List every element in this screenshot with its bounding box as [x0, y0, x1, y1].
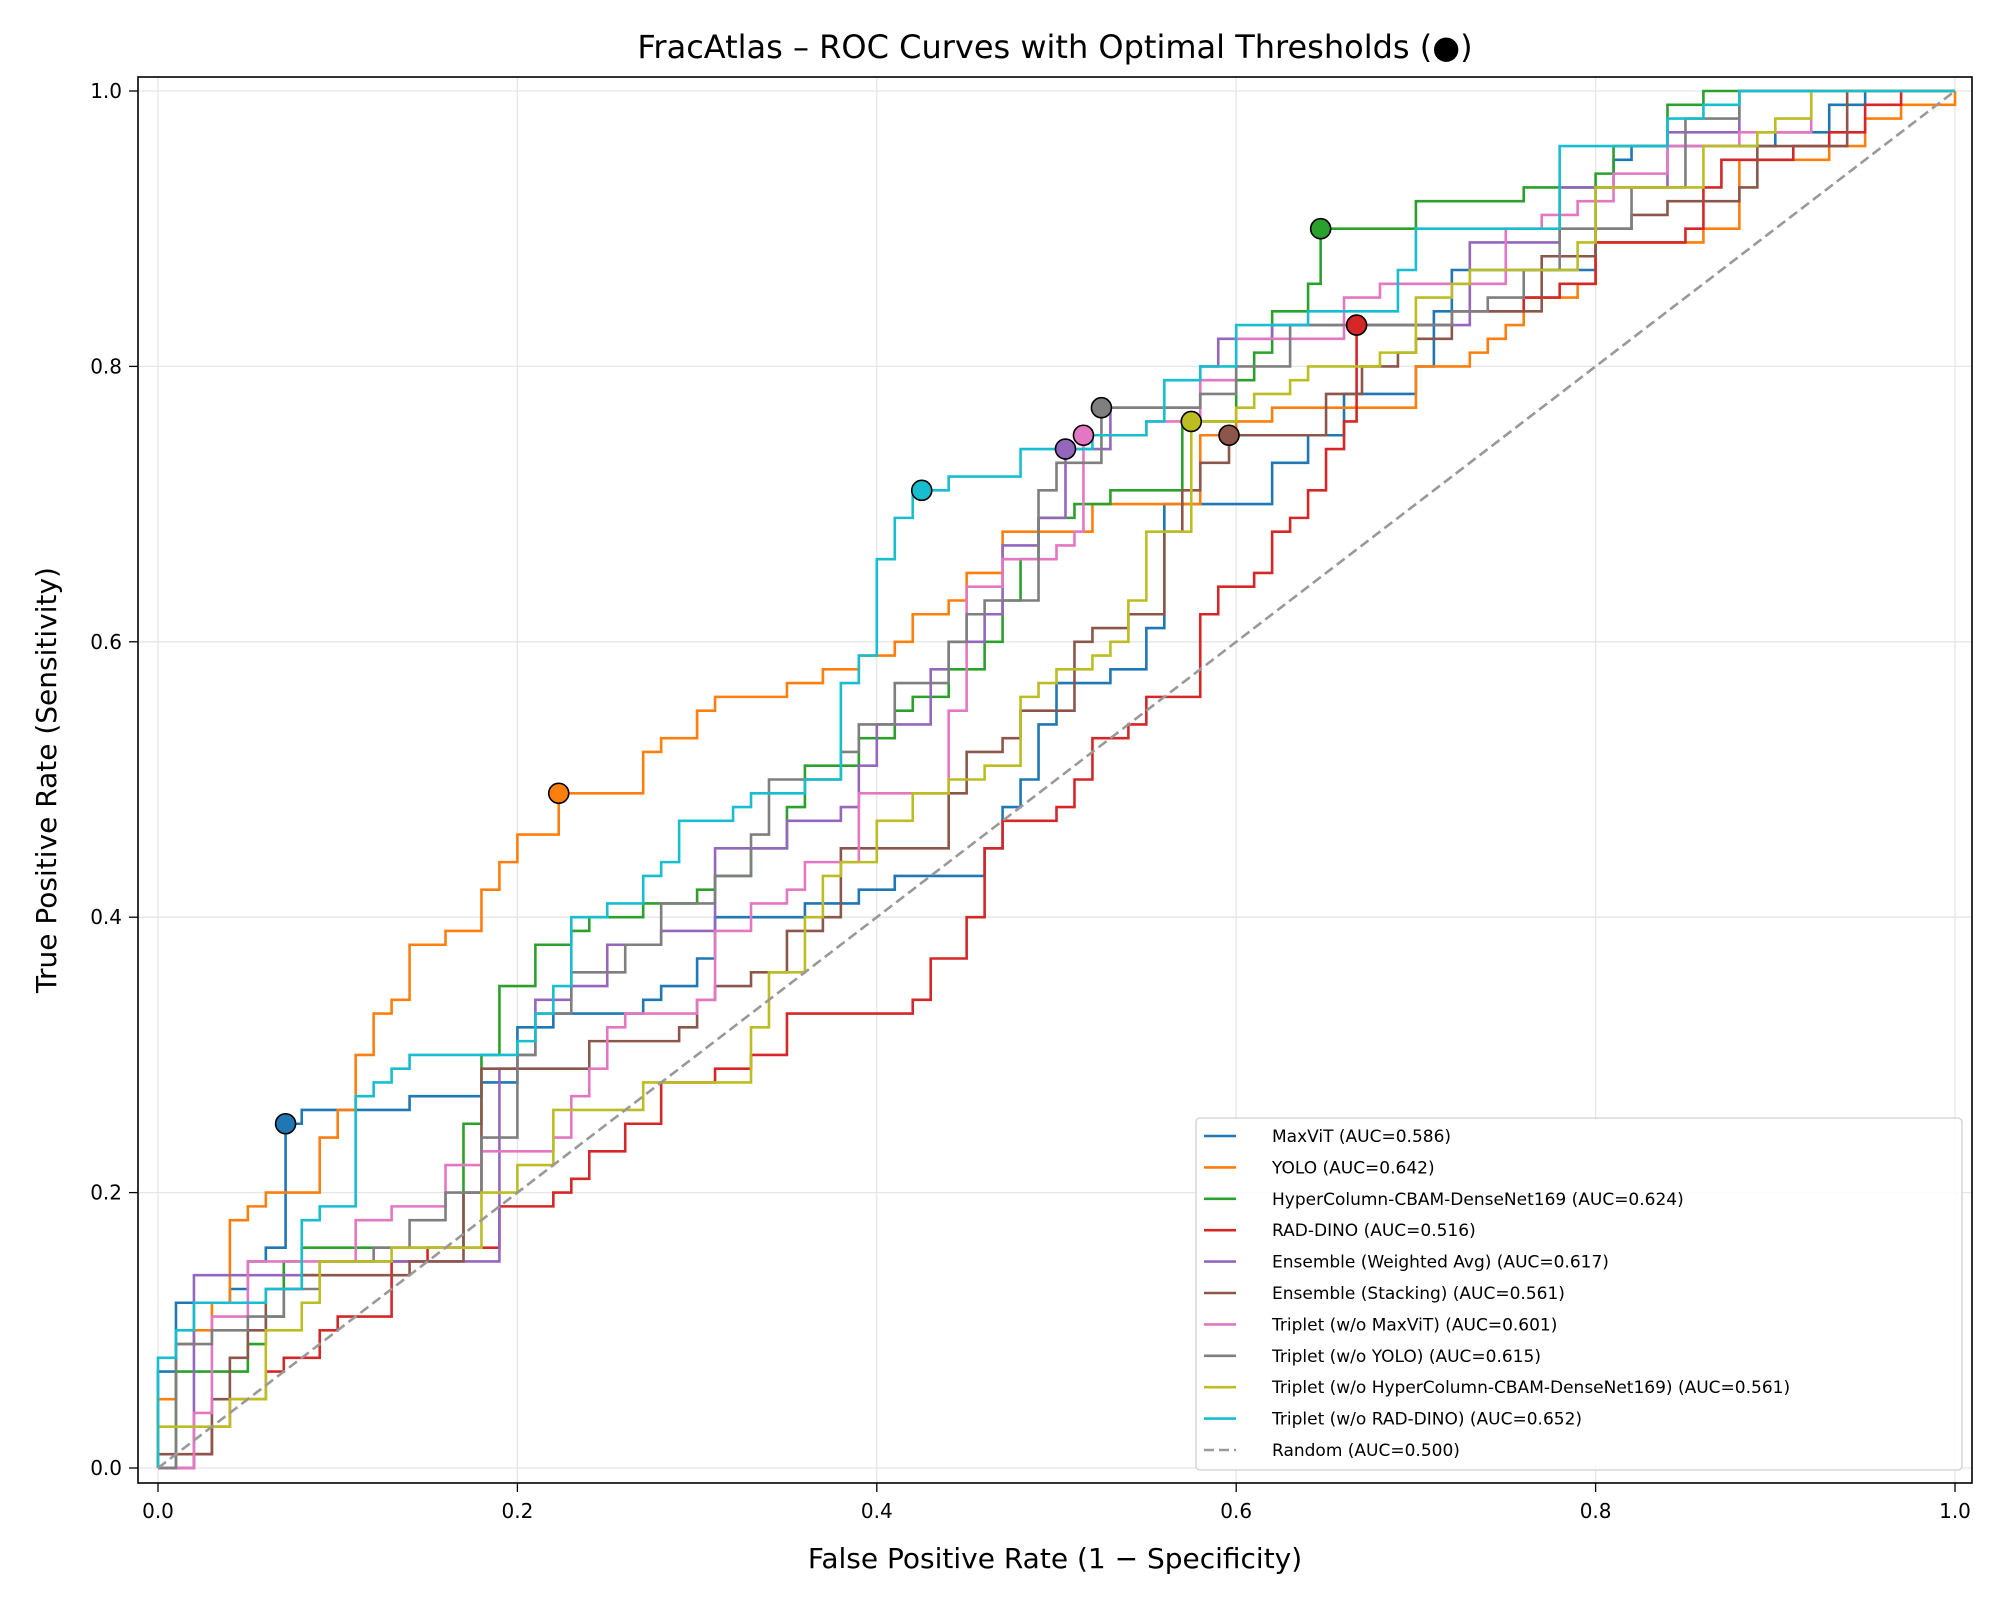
- x-tick-label: 0.4: [861, 1499, 893, 1523]
- optimal-threshold-marker-6: [1072, 424, 1095, 447]
- legend-entry: Ensemble (Stacking) (AUC=0.561): [1272, 1284, 1565, 1304]
- legend: MaxViT (AUC=0.586) YOLO (AUC=0.642) HyperC…: [1195, 1117, 1963, 1471]
- y-tick-label: 0.6: [90, 630, 122, 654]
- optimal-threshold-marker-9: [910, 479, 933, 502]
- legend-entry: Triplet (w/o MaxViT) (AUC=0.601): [1271, 1315, 1557, 1335]
- optimal-threshold-marker-8: [1180, 410, 1203, 433]
- legend-box: [1195, 1117, 1963, 1471]
- optimal-threshold-marker-0: [274, 1112, 297, 1135]
- y-tick-label: 0.2: [90, 1181, 122, 1205]
- x-tick-label: 0.2: [501, 1499, 533, 1523]
- x-tick-label: 0.0: [142, 1499, 174, 1523]
- y-axis-label: True Positive Rate (Sensitivity): [30, 567, 63, 994]
- optimal-threshold-marker-5: [1218, 424, 1240, 447]
- legend-entry: Ensemble (Weighted Avg) (AUC=0.617): [1272, 1253, 1609, 1273]
- optimal-threshold-marker-4: [1054, 438, 1077, 460]
- legend-entry: HyperColumn-CBAM-DenseNet169 (AUC=0.624): [1272, 1190, 1684, 1210]
- roc-curve-8: [156, 89, 1955, 1468]
- y-tick-label: 0.8: [90, 354, 122, 378]
- optimal-threshold-marker-7: [1090, 396, 1113, 419]
- legend-entry: YOLO (AUC=0.642): [1271, 1158, 1435, 1178]
- x-tick-label: 0.8: [1580, 1499, 1612, 1523]
- x-tick-label: 0.6: [1220, 1499, 1252, 1523]
- y-tick-label: 0.4: [90, 905, 122, 929]
- legend-entry: Triplet (w/o RAD-DINO) (AUC=0.652): [1271, 1410, 1582, 1430]
- roc-curve-9: [156, 89, 1955, 1468]
- x-tick-label: 1.0: [1939, 1499, 1971, 1523]
- y-tick-label: 1.0: [90, 79, 122, 103]
- optimal-threshold-marker-2: [1309, 217, 1332, 240]
- optimal-threshold-marker-3: [1345, 314, 1368, 336]
- legend-entry: Triplet (w/o YOLO) (AUC=0.615): [1271, 1347, 1541, 1367]
- x-axis-label: False Positive Rate (1 − Specificity): [808, 1542, 1302, 1575]
- ticks: 0.0 0.2 0.4 0.6 0.8 1.0 0.0 0.2 0.4 0.6 0.8 1.0: [90, 79, 1971, 1523]
- legend-entry: RAD-DINO (AUC=0.516): [1272, 1221, 1476, 1241]
- roc-curve-7: [158, 89, 1955, 1470]
- legend-entry: MaxViT (AUC=0.586): [1272, 1127, 1451, 1147]
- optimal-markers: [274, 217, 1368, 1135]
- grid: [138, 77, 1972, 1483]
- legend-entry: Triplet (w/o HyperColumn-CBAM-DenseNet16…: [1271, 1378, 1790, 1398]
- optimal-threshold-marker-1: [547, 782, 570, 805]
- legend-entry: Random (AUC=0.500): [1272, 1441, 1460, 1461]
- curves: [156, 89, 1957, 1470]
- random-reference-line: [157, 89, 1956, 1470]
- axes-frame: [137, 76, 1973, 1484]
- chart-title: FracAtlas – ROC Curves with Optimal Thre…: [637, 28, 1472, 66]
- y-tick-label: 0.0: [90, 1456, 122, 1480]
